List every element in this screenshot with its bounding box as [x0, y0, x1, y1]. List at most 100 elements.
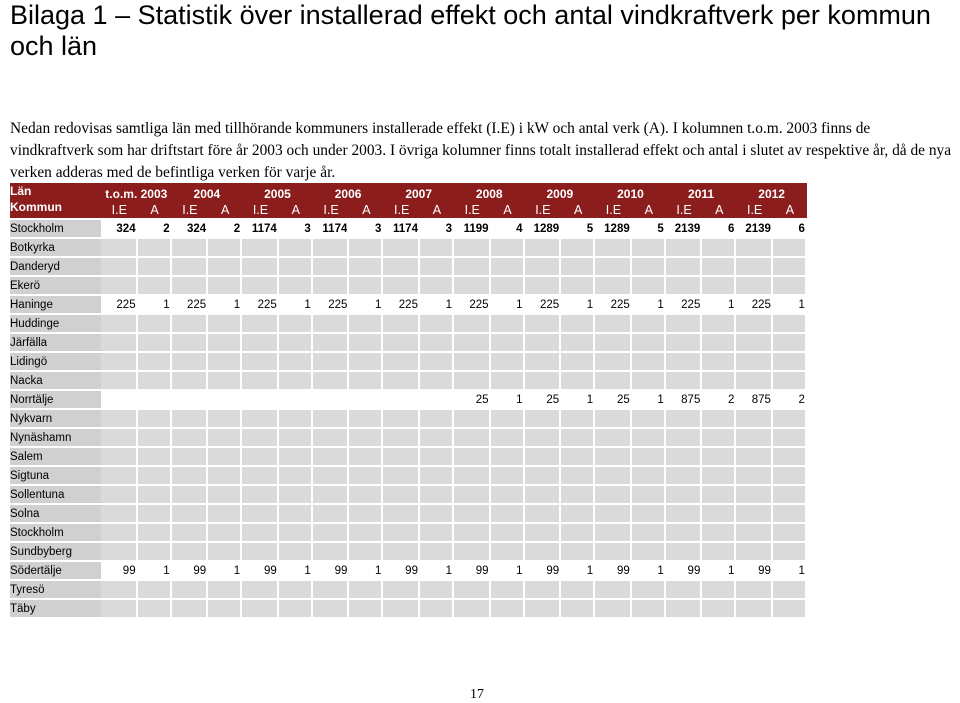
table-cell	[208, 389, 243, 408]
table-cell	[171, 503, 209, 522]
table-cell: 3	[349, 218, 384, 237]
table-cell: 875	[665, 389, 703, 408]
table-cell	[242, 465, 279, 484]
table-cell	[524, 465, 562, 484]
row-name: Sollentuna	[10, 484, 101, 503]
table-cell: 225	[524, 294, 562, 313]
table-cell	[242, 332, 279, 351]
table-cell	[561, 503, 596, 522]
table-row: Danderyd	[10, 256, 807, 275]
table-cell	[453, 541, 491, 560]
table-cell	[137, 446, 172, 465]
table-cell	[242, 522, 279, 541]
table-cell	[490, 446, 525, 465]
table-cell	[171, 522, 209, 541]
table-cell: 4	[490, 218, 525, 237]
table-cell	[665, 332, 703, 351]
table-cell	[561, 332, 596, 351]
table-cell: 99	[171, 560, 209, 579]
table-cell	[208, 503, 243, 522]
table-cell	[312, 275, 350, 294]
table-cell	[137, 313, 172, 332]
table-cell: 1	[772, 560, 807, 579]
intro-paragraph: Nedan redovisas samtliga län med tillhör…	[10, 120, 952, 181]
table-cell	[490, 408, 525, 427]
row-name: Salem	[10, 446, 101, 465]
table-cell	[419, 579, 454, 598]
table-cell	[736, 465, 773, 484]
table-cell	[561, 446, 596, 465]
header-ie: I.E	[665, 201, 703, 218]
table-cell	[242, 408, 279, 427]
table-cell	[736, 370, 773, 389]
table-cell: 225	[312, 294, 350, 313]
table-cell: 1174	[383, 218, 420, 237]
table-cell	[772, 313, 807, 332]
table-row: Salem	[10, 446, 807, 465]
table-cell	[171, 351, 209, 370]
row-name: Nynäshamn	[10, 427, 101, 446]
table-cell	[665, 351, 703, 370]
table-cell	[171, 541, 209, 560]
table-cell: 99	[242, 560, 279, 579]
table-cell: 1	[561, 389, 596, 408]
table-cell	[524, 351, 562, 370]
table-cell	[242, 389, 279, 408]
table-row: Nynäshamn	[10, 427, 807, 446]
table-cell: 99	[453, 560, 491, 579]
table-cell	[349, 484, 384, 503]
table-cell	[595, 522, 632, 541]
page-title: Bilaga 1 – Statistik över installerad ef…	[10, 0, 931, 61]
table-cell	[524, 313, 562, 332]
table-cell	[490, 427, 525, 446]
table-cell	[702, 370, 737, 389]
table-cell	[702, 427, 737, 446]
table-cell	[453, 332, 491, 351]
table-row: Ekerö	[10, 275, 807, 294]
table-cell	[631, 465, 666, 484]
table-cell	[490, 256, 525, 275]
table-cell: 1	[278, 560, 313, 579]
table-cell	[772, 351, 807, 370]
table-cell	[349, 503, 384, 522]
table-cell	[702, 237, 737, 256]
table-cell	[137, 522, 172, 541]
table-cell	[101, 522, 138, 541]
table-cell	[595, 598, 632, 617]
table-cell	[736, 503, 773, 522]
table-cell: 225	[595, 294, 632, 313]
table-cell	[631, 427, 666, 446]
table-cell: 225	[665, 294, 703, 313]
header-kommun: Kommun	[10, 200, 62, 214]
table-cell	[208, 237, 243, 256]
table-cell	[631, 351, 666, 370]
row-name: Danderyd	[10, 256, 101, 275]
table-cell	[383, 408, 420, 427]
table-cell	[383, 256, 420, 275]
table-cell	[242, 351, 279, 370]
table-cell	[702, 313, 737, 332]
table-cell	[383, 237, 420, 256]
table-cell	[312, 541, 350, 560]
table-cell	[383, 541, 420, 560]
table-cell	[349, 446, 384, 465]
table-cell	[349, 275, 384, 294]
table-cell: 875	[736, 389, 773, 408]
table-cell	[561, 370, 596, 389]
table-cell: 1	[490, 389, 525, 408]
table-cell: 324	[171, 218, 209, 237]
table-cell	[665, 370, 703, 389]
table-cell	[171, 389, 209, 408]
table-cell: 99	[383, 560, 420, 579]
table-cell	[242, 484, 279, 503]
table-cell	[242, 370, 279, 389]
table-cell	[242, 579, 279, 598]
table-cell	[208, 313, 243, 332]
table-cell	[242, 275, 279, 294]
table-cell: 6	[772, 218, 807, 237]
table-cell	[312, 598, 350, 617]
table-cell: 1	[278, 294, 313, 313]
table-cell	[101, 446, 138, 465]
table-cell	[524, 598, 562, 617]
table-cell	[453, 256, 491, 275]
